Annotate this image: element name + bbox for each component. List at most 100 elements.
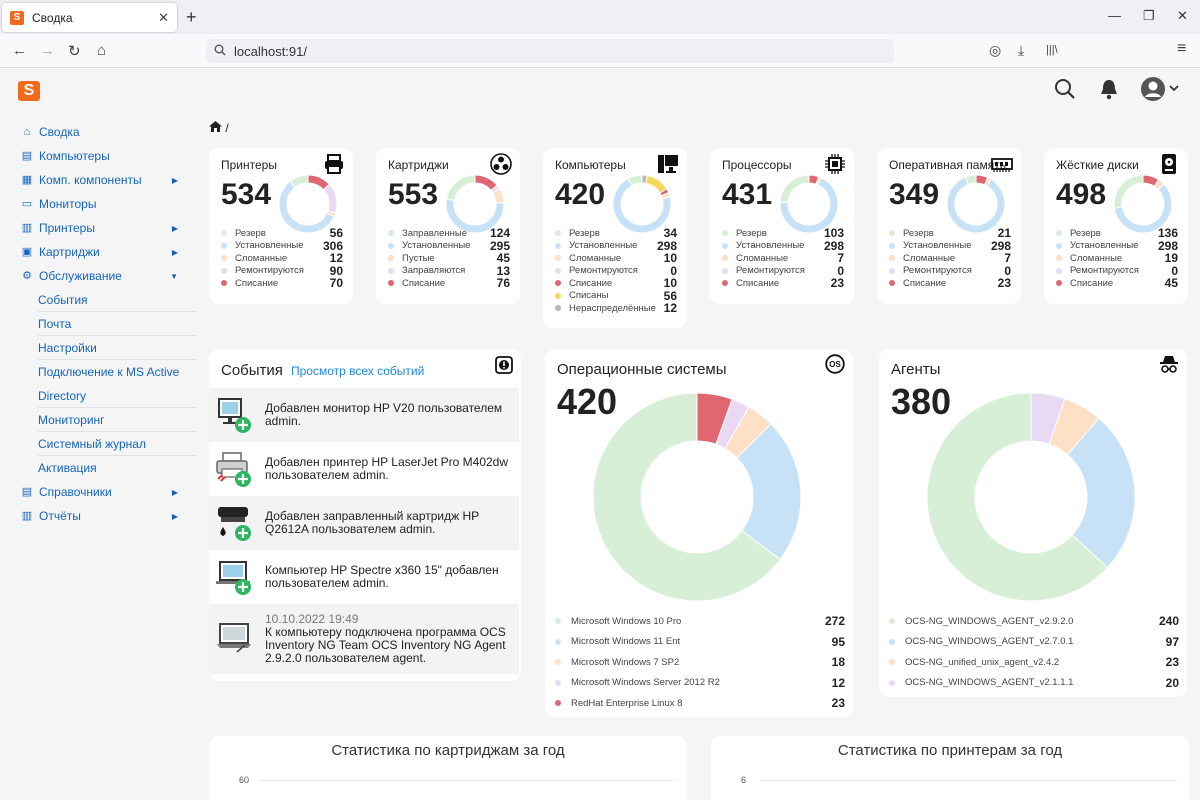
event-item[interactable]: Компьютер HP Spectre x360 15" добавлен п… xyxy=(209,550,519,604)
sidebar-item-summary[interactable]: ⌂ Сводка xyxy=(0,120,200,144)
search-icon[interactable] xyxy=(1052,76,1078,102)
home-button[interactable]: ⌂ xyxy=(97,42,107,59)
cartridges-card[interactable]: Картриджи 553 Заправленные 124 Установленн… xyxy=(376,148,520,304)
event-item[interactable]: Добавлен заправленный картридж HP Q2612A… xyxy=(209,496,519,550)
donut-slice xyxy=(926,392,1109,602)
legend-row: Ремонтируются 0 xyxy=(555,263,677,278)
agents-total: 380 xyxy=(891,381,952,422)
download-icon[interactable]: ⤓ xyxy=(1018,42,1025,58)
sidebar-subitem-settings[interactable]: Настройки xyxy=(38,336,196,360)
card-title: Принтеры xyxy=(221,158,277,172)
legend-dot xyxy=(555,659,561,666)
reload-button[interactable]: ↻ xyxy=(68,43,81,60)
hdd-card[interactable]: Жёсткие диски 498 Резерв 136 Установленные… xyxy=(1044,148,1188,304)
printers-card[interactable]: Принтеры 534 Резерв 56 Установленные 306 Сло… xyxy=(209,148,353,304)
legend-row: Списание 76 xyxy=(388,276,510,290)
back-button[interactable]: ← xyxy=(12,42,27,59)
legend-dot xyxy=(889,267,895,274)
card-donut-chart xyxy=(1113,174,1173,234)
sidebar-subitem-directory[interactable]: Directory xyxy=(38,384,196,408)
legend-row: Заправленные 124 xyxy=(388,226,510,240)
card-legend: Резерв 56 Установленные 306 Сломанные 12 Ремон… xyxy=(221,226,343,290)
sidebar-subitem-monitoring[interactable]: Мониторинг xyxy=(38,408,196,432)
sidebar-item-label: Отчёты xyxy=(39,509,81,523)
laptop-add-icon xyxy=(216,561,251,595)
legend-value: 56 xyxy=(663,288,677,303)
computers-card[interactable]: Компьютеры 420 Резерв 34 Установленные 298 С… xyxy=(543,148,687,328)
view-all-events-link[interactable]: Просмотр всех событий xyxy=(291,364,425,378)
restore-button[interactable]: ❐ xyxy=(1143,8,1155,23)
legend-label: Нераспределённые xyxy=(569,302,656,314)
processors-card[interactable]: Процессоры 431 Резерв 103 Установленные 298… xyxy=(710,148,854,304)
sidebar-item-maintenance[interactable]: ⚙ Обслуживание ▼ xyxy=(0,264,200,288)
app-logo[interactable]: S xyxy=(18,81,40,101)
donut-slice xyxy=(946,176,1006,234)
legend-value: 136 xyxy=(1157,226,1178,241)
new-tab-button[interactable]: + xyxy=(186,7,197,27)
legend-label: Списаны xyxy=(569,290,609,302)
legend-label: Пустые xyxy=(402,252,435,264)
sidebar-item-components[interactable]: ▦ Комп. компоненты ▶ xyxy=(0,168,200,192)
event-item[interactable]: Добавлен принтер HP LaserJet Pro M402dw … xyxy=(209,442,519,496)
legend-dot xyxy=(555,305,561,312)
close-window-button[interactable]: ✕ xyxy=(1177,8,1188,23)
agents-card[interactable]: Агенты 380 OCS-NG_WINDOWS_AGENT_v2.9.2.0… xyxy=(879,349,1187,697)
sidebar-subitem-syslog[interactable]: Системный журнал xyxy=(38,432,196,456)
legend-label: Установленные xyxy=(402,240,471,252)
legend-dot xyxy=(722,255,728,262)
donut-slice xyxy=(736,423,802,561)
bell-icon[interactable] xyxy=(1096,76,1122,102)
sidebar-item-monitors[interactable]: ▭ Мониторы xyxy=(0,192,200,216)
library-icon[interactable]: |||\ xyxy=(1046,44,1058,56)
pocket-icon[interactable]: ◎ xyxy=(989,42,1002,58)
donut-slice xyxy=(808,174,820,185)
os-legend: Microsoft Windows 10 Pro 272 Microsoft Win… xyxy=(555,611,845,714)
legend-value: 45 xyxy=(496,251,510,266)
url-bar[interactable]: localhost:91/ xyxy=(206,39,894,63)
sidebar-subitem-mail[interactable]: Почта xyxy=(38,312,196,336)
minimize-button[interactable]: — xyxy=(1108,8,1121,23)
home-icon[interactable] xyxy=(209,121,222,132)
legend-row: Резерв 34 xyxy=(555,226,677,240)
sidebar-item-computers[interactable]: ▤ Компьютеры xyxy=(0,144,200,168)
event-item[interactable]: Добавлен монитор HP V20 пользователем ad… xyxy=(209,388,519,442)
donut-slice xyxy=(1066,417,1136,569)
sidebar-item-references[interactable]: ▤ Справочники ▶ xyxy=(0,480,200,504)
legend-label: Ремонтируются xyxy=(235,265,304,277)
hdd-icon xyxy=(1162,154,1176,174)
os-card[interactable]: Операционные системы OS 420 Microsoft Wi… xyxy=(545,349,853,717)
menu-icon[interactable]: ≡ xyxy=(1177,40,1187,57)
legend-row: Установленные 298 xyxy=(889,239,1011,253)
legend-label: Списание xyxy=(402,277,446,289)
legend-label: Ремонтируются xyxy=(569,265,638,277)
sidebar-subitem-ms-active[interactable]: Подключение к MS Active xyxy=(38,365,180,379)
event-item[interactable]: 10.10.2022 19:49 К компьютеру подключена … xyxy=(209,604,519,674)
legend-value: 56 xyxy=(329,226,343,241)
legend-row: Сломанные 7 xyxy=(722,251,844,265)
browser-tab[interactable]: S Сводка ✕ xyxy=(2,3,177,32)
sidebar-item-label: Комп. компоненты xyxy=(39,173,142,187)
legend-row: Сломанные 19 xyxy=(1056,251,1178,265)
tab-close-icon[interactable]: ✕ xyxy=(158,9,169,25)
legend-row: Списание 23 xyxy=(722,276,844,290)
legend-row: Резерв 136 xyxy=(1056,226,1178,241)
sidebar-item-reports[interactable]: ▥ Отчёты ▶ xyxy=(0,504,200,528)
legend-row: Списание 70 xyxy=(221,276,343,290)
os-card-title: Операционные системы xyxy=(557,361,727,378)
url-text: localhost:91/ xyxy=(234,43,307,59)
monitor-icon: ▭ xyxy=(21,198,33,210)
legend-row: Установленные 306 xyxy=(221,239,343,253)
legend-label: Microsoft Windows 7 SP2 xyxy=(571,656,680,668)
ram-card[interactable]: Оперативная память 349 Резерв 21 Установле… xyxy=(877,148,1021,304)
sidebar-subitem-activation[interactable]: Активация xyxy=(38,461,97,475)
legend-label: Списание xyxy=(736,277,780,289)
sidebar-item-printers[interactable]: ▥ Принтеры ▶ xyxy=(0,216,200,240)
sidebar-subitem-events[interactable]: События xyxy=(38,288,196,312)
forward-button[interactable]: → xyxy=(40,42,55,59)
donut-slice xyxy=(322,183,338,214)
user-avatar-icon[interactable] xyxy=(1140,76,1182,102)
legend-label: Сломанные xyxy=(235,252,288,264)
legend-row: Ремонтируются 0 xyxy=(722,264,844,278)
legend-value: 0 xyxy=(670,263,677,278)
sidebar-item-cartridges[interactable]: ▣ Картриджи ▶ xyxy=(0,240,200,264)
